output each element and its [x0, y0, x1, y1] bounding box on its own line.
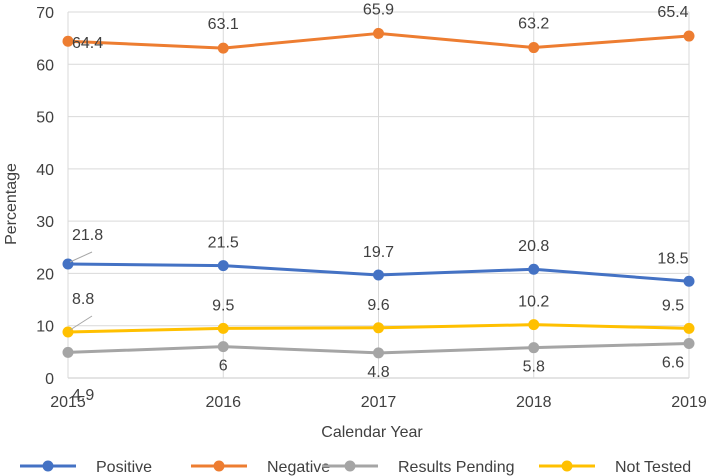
data-point-not-tested [683, 322, 695, 334]
x-tick-label: 2019 [671, 394, 707, 411]
legend-label: Results Pending [398, 459, 515, 476]
legend-item-negative: Negative [191, 459, 330, 476]
data-point-not-tested [217, 322, 229, 334]
x-tick-label: 2018 [516, 394, 552, 411]
data-point-results-pending [373, 347, 384, 359]
grid-lines [67, 11, 690, 379]
legend: Positive Negative Results Pending Not Teste… [20, 459, 691, 476]
data-label-positive: 19.7 [363, 244, 394, 261]
data-label-results-pending: 4.9 [72, 387, 94, 404]
data-point-positive [683, 275, 695, 287]
y-tick-label: 0 [45, 371, 54, 388]
data-label-not-tested: 8.8 [72, 291, 94, 308]
data-label-positive: 21.8 [72, 227, 103, 244]
legend-label: Not Tested [615, 459, 691, 476]
y-tick-label: 10 [36, 319, 54, 336]
data-point-negative [683, 30, 695, 42]
legend-marker [213, 460, 225, 472]
data-label-not-tested: 9.5 [212, 297, 234, 314]
y-axis-title: Percentage [3, 163, 20, 245]
data-label-positive: 21.5 [208, 235, 239, 252]
y-tick-label: 50 [36, 110, 54, 127]
legend-item-positive: Positive [20, 459, 152, 476]
data-point-positive [528, 263, 540, 275]
data-label-negative: 63.2 [518, 16, 549, 33]
y-axis-ticks: 0 10 20 30 40 50 60 70 [36, 5, 54, 388]
legend-item-not-tested: Not Tested [539, 459, 691, 476]
data-point-not-tested [373, 322, 384, 334]
data-point-positive [62, 258, 74, 270]
data-point-negative [217, 42, 229, 54]
legend-marker [344, 460, 356, 472]
data-label-results-pending: 6 [219, 358, 228, 375]
data-point-results-pending [62, 346, 74, 358]
data-labels: 21.8 21.5 19.7 20.8 18.5 64.4 63.1 65.9 63.2 65.4… [69, 1, 689, 404]
data-label-negative: 65.4 [657, 4, 688, 21]
y-tick-label: 20 [36, 266, 54, 283]
data-point-negative [373, 27, 384, 39]
x-axis-ticks: 2015 2016 2017 2018 2019 [50, 394, 707, 411]
data-point-results-pending [683, 337, 695, 349]
legend-label: Negative [267, 459, 330, 476]
data-label-results-pending: 4.8 [367, 364, 389, 381]
data-label-positive: 18.5 [657, 250, 688, 267]
y-tick-label: 40 [36, 162, 54, 179]
data-point-negative [62, 35, 74, 47]
legend-item-results-pending: Results Pending [322, 459, 515, 476]
data-label-results-pending: 5.8 [523, 359, 545, 376]
data-point-negative [528, 42, 540, 54]
x-axis-title: Calendar Year [321, 424, 423, 441]
legend-label: Positive [96, 459, 152, 476]
x-tick-label: 2015 [50, 394, 86, 411]
data-label-positive: 20.8 [518, 238, 549, 255]
data-point-results-pending [217, 341, 229, 353]
y-tick-label: 30 [36, 214, 54, 231]
data-label-not-tested: 10.2 [518, 294, 549, 311]
data-point-not-tested [62, 326, 74, 338]
data-point-not-tested [528, 319, 540, 331]
leader-line [69, 315, 93, 331]
legend-marker [42, 460, 54, 472]
data-label-not-tested: 9.6 [367, 297, 389, 314]
leader-line [69, 251, 93, 263]
y-tick-label: 70 [36, 5, 54, 22]
x-tick-label: 2017 [361, 394, 397, 411]
data-point-positive [373, 269, 384, 281]
y-tick-label: 60 [36, 57, 54, 74]
data-point-positive [217, 260, 229, 272]
legend-marker [561, 460, 573, 472]
series-group [62, 27, 695, 359]
data-label-negative: 65.9 [363, 1, 394, 18]
data-label-negative: 63.1 [208, 16, 239, 33]
data-point-results-pending [528, 342, 540, 354]
data-label-negative: 64.4 [72, 35, 103, 52]
data-label-not-tested: 9.5 [662, 297, 684, 314]
data-label-results-pending: 6.6 [662, 354, 684, 371]
x-tick-label: 2016 [205, 394, 241, 411]
